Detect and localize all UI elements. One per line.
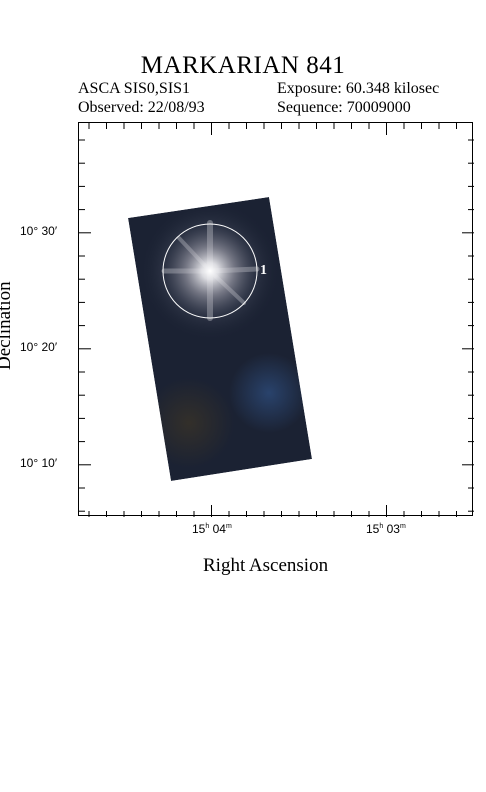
instrument-label: ASCA SIS0,SIS1 [78,80,191,97]
y-tick-label: 10° 20′ [20,340,58,354]
image-title: MARKARIAN 841 [140,52,346,79]
y-tick-label: 10° 30′ [20,224,58,238]
xray-image: 1 [79,123,474,517]
x-tick-label: 15h 03m [366,522,406,536]
exposure-label: Exposure: 60.348 kilosec [277,80,440,97]
plot-frame: 1 [78,122,474,517]
y-axis-title: Declination [0,281,15,370]
x-tick-label: 15h 04m [192,522,232,536]
y-tick-label: 10° 10′ [20,456,58,470]
source-marker-label: 1 [260,263,267,278]
x-axis-title: Right Ascension [203,555,329,576]
observed-label: Observed: 22/08/93 [78,99,205,116]
source-region-circle [162,223,258,319]
sequence-label: Sequence: 70009000 [277,99,411,116]
